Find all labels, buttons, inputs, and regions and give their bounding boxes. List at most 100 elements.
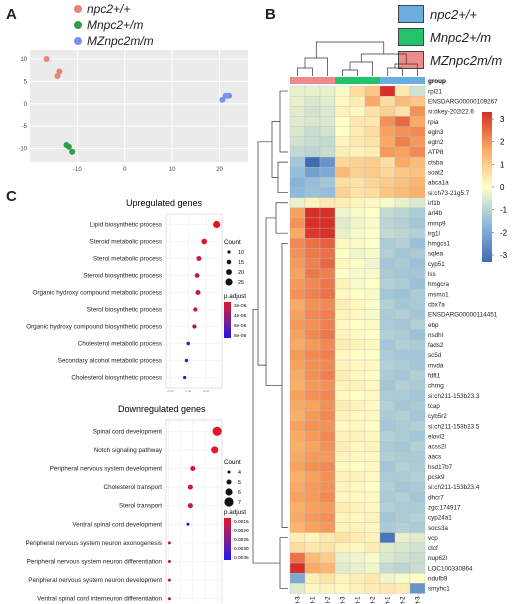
heatmap-cell: [349, 116, 366, 127]
heatmap-cell: [379, 380, 396, 391]
heatmap-cell: [409, 329, 426, 340]
heatmap-cell: [349, 481, 366, 493]
column-dendrogram-branch: [315, 41, 385, 58]
heatmap-cell: [304, 227, 321, 239]
gene-label: zgc:174917: [428, 504, 461, 511]
row-dendrogram-branch: [277, 161, 288, 193]
heatmap-cell: [379, 451, 396, 462]
heatmap-cell: [364, 441, 381, 452]
heatmap-cell: [394, 380, 411, 391]
heatmap-cell: [379, 532, 396, 543]
heatmap-cell: [409, 390, 426, 401]
heatmap-cell: [319, 532, 336, 543]
column-dendrogram-branch: [394, 63, 418, 76]
heatmap-cell: [319, 248, 336, 259]
group-annotation-cell: [350, 77, 365, 84]
heatmap-cell: [319, 359, 336, 371]
heatmap-cell: [394, 400, 411, 411]
heatmap-cell: [409, 359, 426, 371]
heatmap-cell: [394, 106, 411, 117]
heatmap-cell: [364, 380, 381, 391]
heatmap-cell: [334, 85, 351, 97]
dotplot-point: [167, 541, 171, 545]
heatmap-cell: [409, 197, 426, 208]
color-scale-tick-label: 0: [500, 183, 505, 192]
heatmap-cell: [364, 136, 381, 148]
heatmap-cell: [304, 441, 321, 452]
dotplot-point: [184, 358, 189, 363]
heatmap-cell: [379, 522, 396, 533]
heatmap-cell: [364, 268, 381, 279]
heatmap-cell: [319, 339, 336, 351]
heatmap-cell: [394, 552, 411, 564]
heatmap-cell: [394, 451, 411, 462]
heatmap-cell: [289, 217, 306, 229]
pca-legend-item: Mnpc2+/m: [74, 18, 154, 32]
pca-legend-swatch: [74, 37, 82, 45]
panel-letter-a: A: [6, 6, 17, 23]
heatmap-cell: [289, 197, 306, 208]
gene-label: egln2: [428, 139, 444, 146]
heatmap-cell: [319, 85, 336, 97]
heatmap-cell: [334, 187, 351, 198]
heatmap-cell: [394, 349, 411, 361]
heatmap-cell: [289, 238, 306, 249]
heatmap-cell: [319, 298, 336, 310]
heatmap-cell: [364, 329, 381, 340]
heatmap-cell: [304, 329, 321, 340]
heatmap-cell: [364, 207, 381, 219]
heatmap-cell: [409, 512, 426, 523]
heatmap-cell: [289, 430, 306, 442]
heatmap-cell: [319, 227, 336, 239]
heatmap-cell: [334, 461, 351, 472]
heatmap-cell: [409, 583, 426, 594]
heatmap-cell: [409, 522, 426, 533]
heatmap-cell: [364, 542, 381, 554]
term-label: Ventral spinal cord development: [72, 521, 162, 528]
heatmap-cell: [289, 146, 306, 158]
heatmap-cell: [349, 390, 366, 401]
heatmap-cell: [304, 491, 321, 503]
heatmap-cell: [289, 471, 306, 483]
heatmap-cell: [409, 319, 426, 330]
heatmap-cell: [289, 441, 306, 452]
heatmap-cell: [394, 430, 411, 442]
heatmap-cell: [289, 136, 306, 148]
heatmap-cell: [409, 288, 426, 300]
column-dendrogram-branch: [387, 67, 403, 76]
heatmap-cell: [394, 156, 411, 168]
heatmap-cell: [304, 268, 321, 279]
pca-point: [54, 72, 61, 79]
pca-legend-label: MZnpc2m/m: [87, 34, 154, 48]
heatmap-cell: [289, 501, 306, 513]
heatmap-cell: [334, 268, 351, 279]
heatmap-cell: [409, 339, 426, 351]
heatmap-cell: [334, 207, 351, 219]
heatmap-cell: [364, 420, 381, 432]
pca-point: [219, 96, 226, 103]
heatmap-cell: [304, 552, 321, 564]
heatmap-group-legend: npc2+/+ Mnpc2+/m MZnpc2m/m: [398, 4, 502, 73]
heatmap-cell: [304, 136, 321, 148]
heatmap-cell: [334, 512, 351, 523]
heatmap-cell: [379, 410, 396, 422]
color-scale-bar: [482, 112, 492, 262]
heatmap-cell: [319, 217, 336, 229]
heatmap-cell: [409, 298, 426, 310]
heatmap-cell: [319, 573, 336, 584]
pca-point: [43, 55, 50, 62]
heatmap-cell: [304, 238, 321, 249]
term-label: Cholesterol metabolic process: [78, 341, 162, 348]
heatmap-cell: [364, 461, 381, 472]
heatmap-cell: [334, 146, 351, 158]
sample-label: mut-3: [296, 596, 302, 604]
heatmap-cell: [334, 248, 351, 259]
heatmap-legend-item: Mnpc2+/m: [398, 27, 502, 47]
heatmap-cell: [364, 430, 381, 442]
heatmap-cell: [334, 441, 351, 452]
heatmap-cell: [304, 187, 321, 198]
heatmap-cell: [319, 146, 336, 158]
heatmap-cell: [334, 96, 351, 107]
heatmap-cell: [379, 96, 396, 107]
heatmap-cell: [304, 461, 321, 472]
